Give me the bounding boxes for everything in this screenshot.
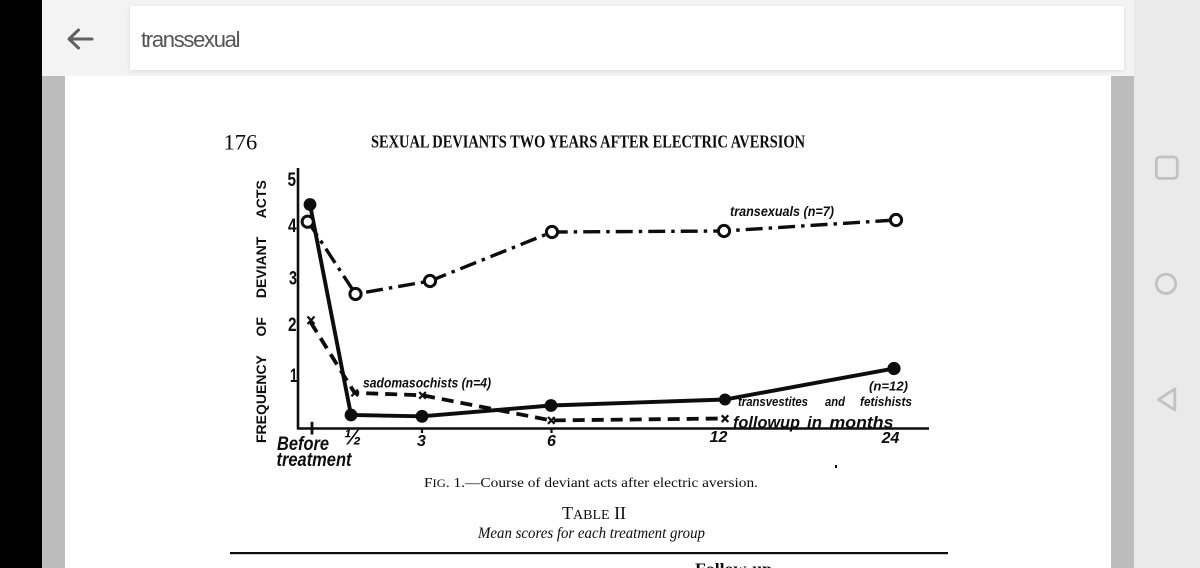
svg-text:treatment: treatment bbox=[277, 450, 353, 471]
svg-text:sadomasochists (n=4): sadomasochists (n=4) bbox=[363, 376, 491, 391]
svg-text:2: 2 bbox=[288, 315, 297, 336]
svg-text:4: 4 bbox=[288, 216, 297, 237]
svg-text:TABLE II: TABLE II bbox=[562, 503, 626, 523]
svg-text:½: ½ bbox=[344, 427, 362, 450]
svg-text:6: 6 bbox=[547, 433, 556, 450]
svg-text:FIG. 1.—Course of deviant acts: FIG. 1.—Course of deviant acts after ele… bbox=[424, 476, 758, 491]
svg-text:176: 176 bbox=[224, 130, 258, 155]
svg-text:1: 1 bbox=[290, 366, 298, 387]
svg-text:24: 24 bbox=[881, 430, 900, 447]
svg-text:FREQUENCY OF DEVIANT ACTS: FREQUENCY OF DEVIANT ACTS bbox=[253, 180, 269, 443]
svg-text:Mean scores for each treatment: Mean scores for each treatment group bbox=[477, 525, 705, 542]
svg-text:SEXUAL DEVIANTS TWO YEARS AFTE: SEXUAL DEVIANTS TWO YEARS AFTER ELECTRIC… bbox=[371, 132, 805, 152]
svg-text:3: 3 bbox=[289, 269, 297, 290]
svg-text:5: 5 bbox=[288, 170, 297, 191]
svg-text:Before: Before bbox=[277, 434, 329, 455]
svg-text:transexuals (n=7): transexuals (n=7) bbox=[730, 204, 834, 219]
svg-text:12: 12 bbox=[710, 429, 728, 446]
svg-text:Follow-up: Follow-up bbox=[695, 561, 772, 568]
svg-text:(n=12): (n=12) bbox=[869, 380, 908, 394]
svg-text:3: 3 bbox=[417, 433, 426, 450]
